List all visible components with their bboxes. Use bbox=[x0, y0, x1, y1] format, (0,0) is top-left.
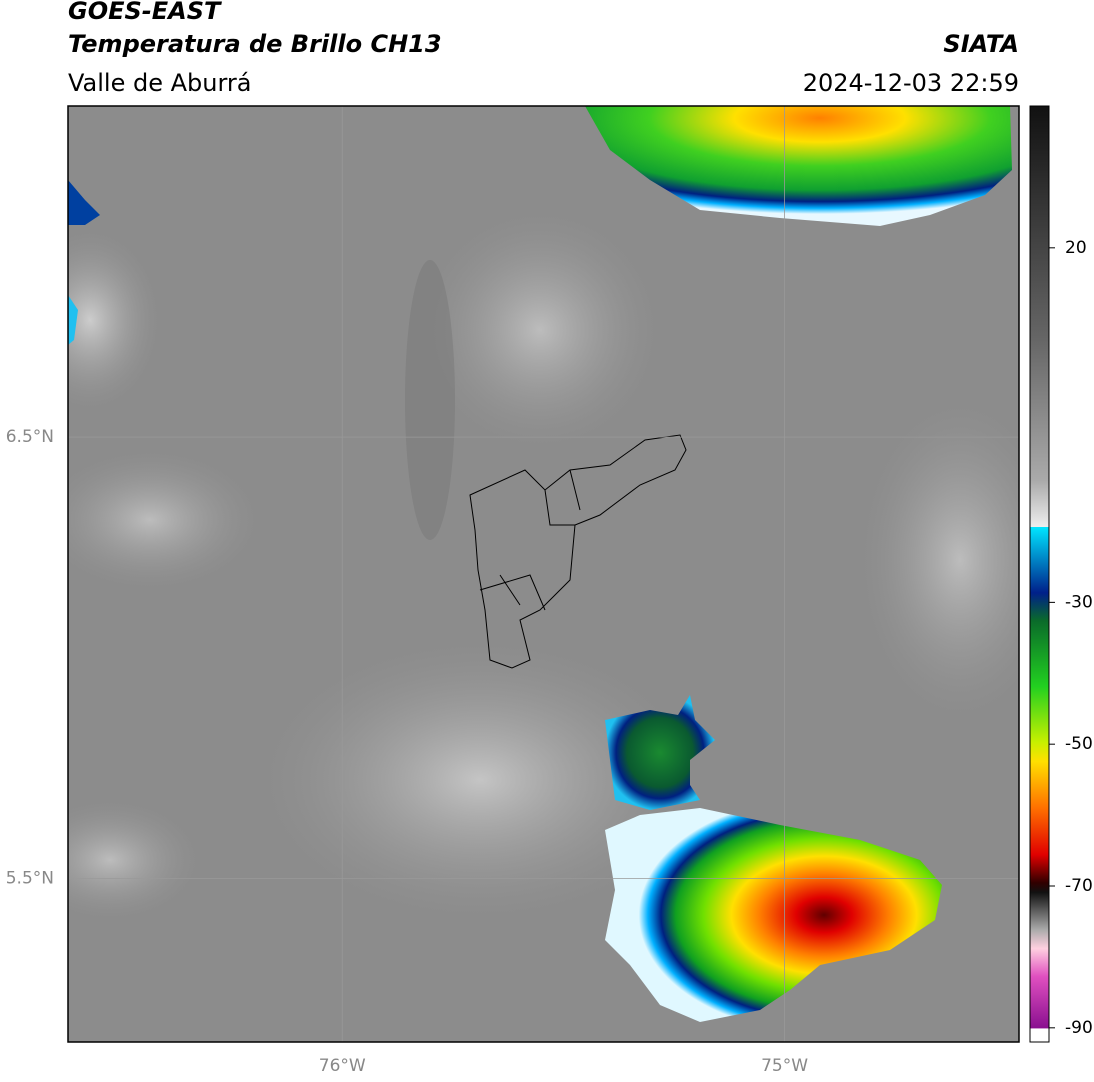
source: SIATA bbox=[943, 30, 1019, 58]
subtitle: Temperatura de Brillo CH13 bbox=[68, 30, 442, 58]
colorbar-label: -70 bbox=[1065, 876, 1093, 896]
lat-label: 5.5°N bbox=[6, 869, 54, 889]
header: GOES-EAST Temperatura de Brillo CH13 Val… bbox=[68, 0, 1019, 97]
title: GOES-EAST bbox=[68, 0, 222, 25]
valley-outline bbox=[469, 434, 687, 669]
colorbar bbox=[1029, 105, 1050, 1043]
region: Valle de Aburrá bbox=[68, 69, 252, 97]
datetime: 2024-12-03 22:59 bbox=[803, 69, 1019, 97]
colorbar-label: 20 bbox=[1065, 238, 1087, 258]
colorbar-label: -50 bbox=[1065, 734, 1093, 754]
lon-label: 75°W bbox=[761, 1056, 808, 1076]
colorbar-label: -30 bbox=[1065, 592, 1093, 612]
lat-label: 6.5°N bbox=[6, 427, 54, 447]
map bbox=[68, 106, 1019, 1042]
colorbar-label: -90 bbox=[1065, 1018, 1093, 1038]
lon-label: 76°W bbox=[319, 1056, 366, 1076]
map-frame bbox=[67, 105, 1020, 1043]
